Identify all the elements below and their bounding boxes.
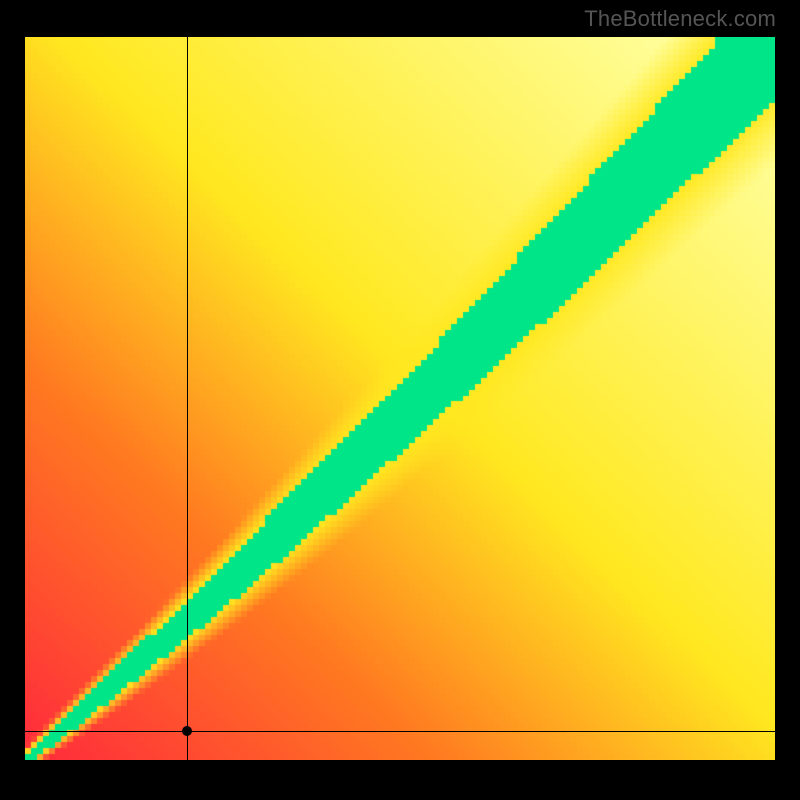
frame-left [0, 0, 25, 800]
crosshair-vertical [187, 37, 188, 760]
watermark-text: TheBottleneck.com [584, 6, 776, 32]
heatmap-canvas [25, 37, 775, 760]
frame-right [775, 0, 800, 800]
heatmap-plot [25, 37, 775, 760]
crosshair-horizontal [25, 731, 775, 732]
frame-bottom [0, 760, 800, 800]
